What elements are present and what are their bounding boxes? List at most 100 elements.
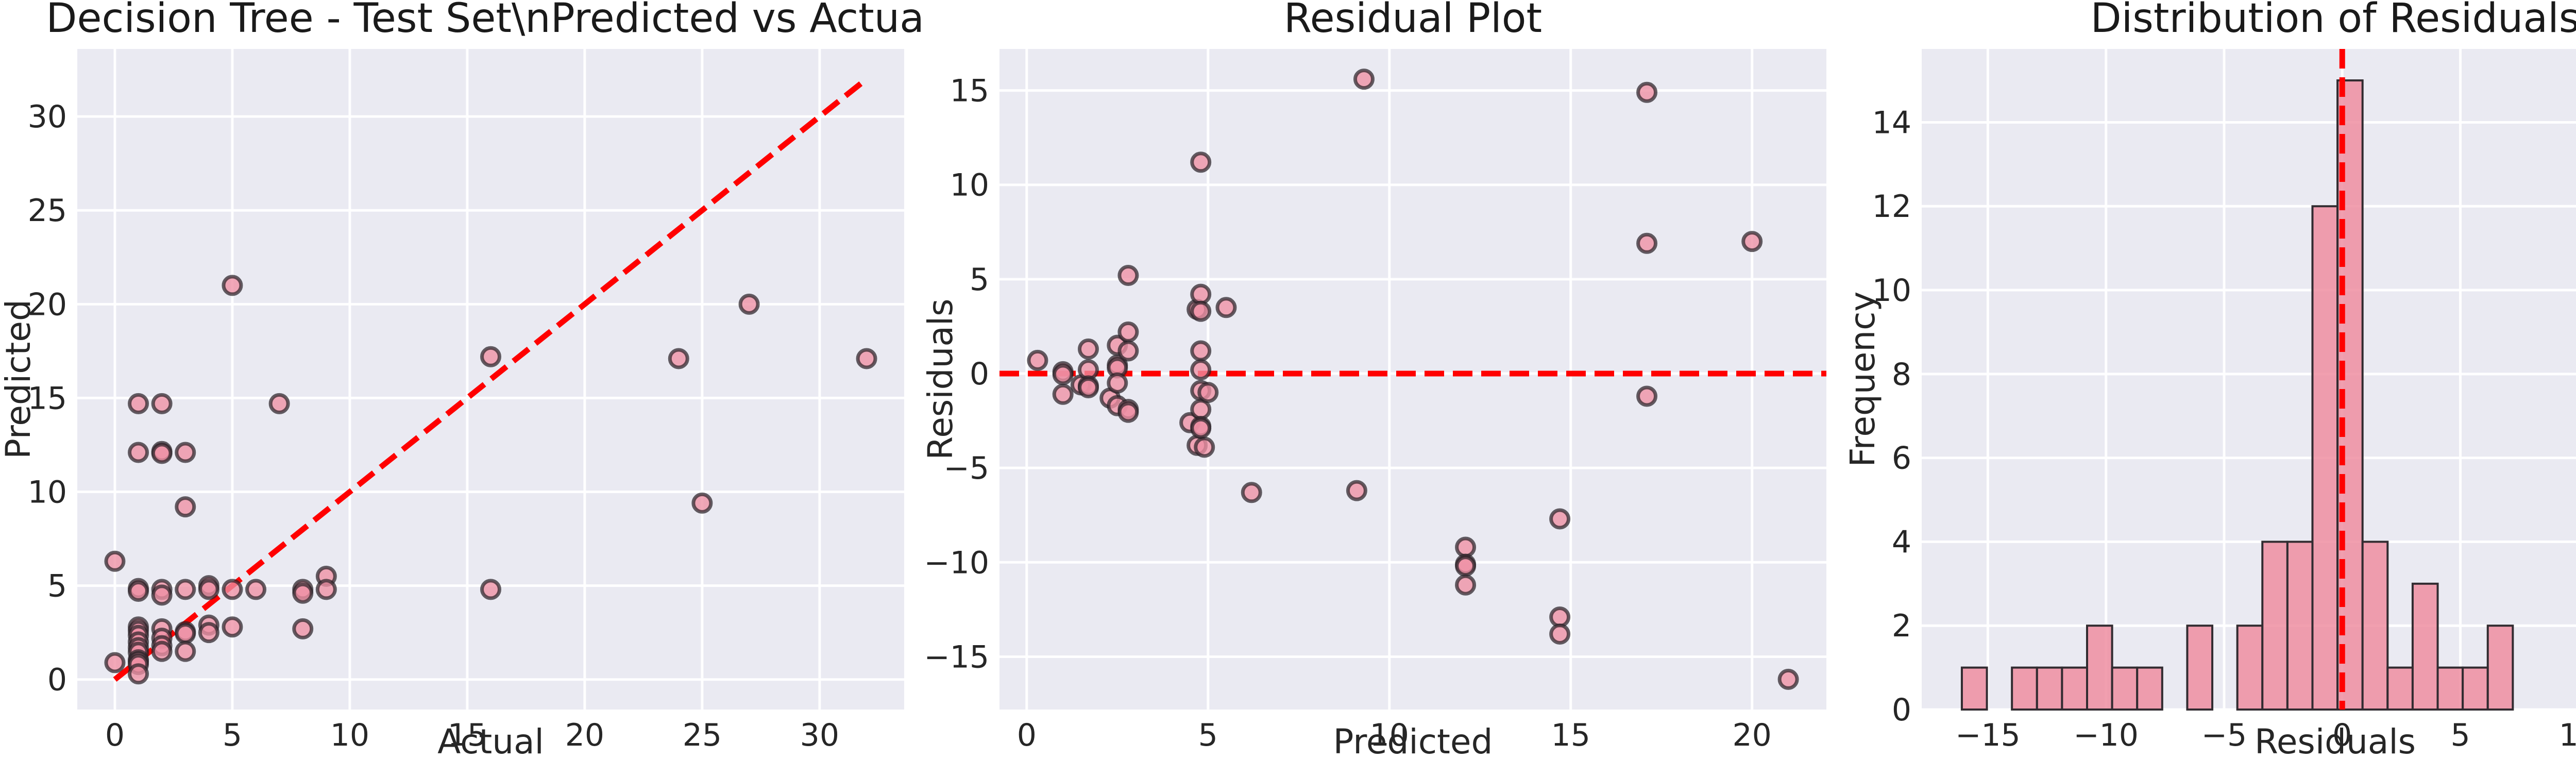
- data-point: [104, 652, 126, 673]
- y-tick-label: 2: [1892, 608, 1911, 644]
- data-point: [128, 581, 149, 602]
- x-tick-label: −10: [2073, 717, 2139, 753]
- data-point: [151, 393, 173, 414]
- data-point: [1052, 364, 1074, 385]
- data-point: [1197, 382, 1219, 403]
- data-point: [222, 616, 243, 638]
- x-tick-label: −5: [2201, 717, 2247, 753]
- histogram-bar: [2486, 625, 2514, 711]
- data-point: [1077, 377, 1099, 398]
- data-point: [1215, 297, 1237, 318]
- x-tick-label: 10: [2559, 717, 2576, 753]
- data-point: [292, 582, 314, 604]
- data-point: [691, 492, 713, 514]
- x-tick-label: 15: [1551, 717, 1590, 753]
- y-tick-label: 6: [1892, 441, 1911, 477]
- data-point: [1190, 340, 1212, 362]
- histogram-bar: [2311, 205, 2339, 711]
- subplot-residual-histogram: −15−10−505101502468101214Distribution of…: [1844, 0, 2576, 759]
- histogram-bar: [2061, 666, 2088, 711]
- data-point: [1190, 151, 1212, 173]
- x-tick-label: 10: [330, 717, 369, 753]
- data-point: [128, 663, 149, 685]
- data-point: [222, 275, 243, 296]
- data-point: [175, 622, 196, 644]
- histogram-bar: [2111, 666, 2139, 711]
- data-point: [198, 622, 219, 644]
- data-point: [1117, 401, 1139, 423]
- y-tick-label: 10: [950, 167, 989, 204]
- data-point: [1777, 668, 1799, 690]
- x-tick-label: 0: [1017, 717, 1037, 753]
- y-tick-label: 10: [1872, 273, 1911, 309]
- x-tick-label: 10: [1370, 717, 1409, 753]
- data-point: [1117, 321, 1139, 343]
- data-point: [1117, 340, 1139, 362]
- y-tick-label: 5: [47, 568, 67, 604]
- y-tick-label: 30: [28, 99, 67, 135]
- data-point: [175, 496, 196, 518]
- histogram-bar: [2011, 666, 2038, 711]
- data-point: [292, 618, 314, 639]
- data-point: [1190, 399, 1212, 420]
- y-tick-label: 15: [28, 380, 67, 416]
- x-tick-label: 5: [2450, 717, 2470, 753]
- data-point: [668, 348, 689, 369]
- histogram-bar: [2136, 666, 2163, 711]
- y-tick-label: 5: [970, 262, 989, 298]
- data-point: [738, 293, 760, 315]
- data-point: [1077, 338, 1099, 360]
- data-point: [856, 348, 877, 369]
- x-tick-label: 20: [1733, 717, 1772, 753]
- histogram-bar: [1960, 666, 1988, 711]
- histogram-bar: [2361, 541, 2389, 711]
- histogram-bar: [2261, 541, 2289, 711]
- data-point: [128, 393, 149, 414]
- data-point: [104, 550, 126, 572]
- histogram-bar: [2411, 582, 2439, 711]
- data-point: [1636, 232, 1658, 254]
- data-point: [1190, 283, 1212, 305]
- chart-title: Distribution of Residuals: [2091, 0, 2576, 42]
- data-point: [1190, 300, 1212, 322]
- data-point: [1353, 69, 1375, 90]
- histogram-bar: [2386, 666, 2414, 711]
- histogram-bar: [2036, 666, 2063, 711]
- plot-area: [999, 49, 1826, 710]
- x-axis-label: Predicted: [1333, 722, 1493, 759]
- y-tick-label: 25: [28, 193, 67, 229]
- data-point: [315, 579, 337, 600]
- data-point: [151, 443, 173, 464]
- data-point: [1052, 383, 1074, 405]
- data-point: [175, 579, 196, 600]
- data-point: [1636, 81, 1658, 103]
- chart-title: Decision Tree - Test Set\nPredicted vs A…: [46, 0, 922, 42]
- x-tick-label: 20: [565, 717, 604, 753]
- y-axis-label: Residuals: [922, 298, 960, 460]
- data-point: [175, 640, 196, 662]
- histogram-bar: [2236, 625, 2264, 711]
- data-point: [1027, 349, 1048, 371]
- x-axis-label: Actual: [437, 722, 544, 759]
- data-point: [151, 640, 173, 662]
- x-tick-label: 0: [105, 717, 125, 753]
- x-tick-label: 5: [223, 717, 242, 753]
- histogram-bar: [2286, 541, 2314, 711]
- y-tick-label: 20: [28, 286, 67, 323]
- y-tick-label: 0: [970, 356, 989, 392]
- subplot-residual-plot: 0 5 10 15 20 −15 −10 −5 0 5 10 15 Residual Plot Predi…: [922, 0, 1826, 759]
- x-tick-label: 25: [683, 717, 722, 753]
- data-point: [1455, 574, 1477, 596]
- data-point: [1346, 480, 1367, 501]
- data-point: [1190, 417, 1212, 439]
- data-point: [1636, 385, 1658, 407]
- data-point: [1190, 359, 1212, 381]
- data-point: [1241, 482, 1262, 503]
- x-axis-label: Residuals: [2255, 722, 2416, 759]
- data-point: [1549, 623, 1571, 645]
- y-tick-label: 0: [47, 662, 67, 698]
- y-tick-label: 14: [1872, 105, 1911, 141]
- data-point: [1117, 265, 1139, 286]
- data-point: [1549, 606, 1571, 628]
